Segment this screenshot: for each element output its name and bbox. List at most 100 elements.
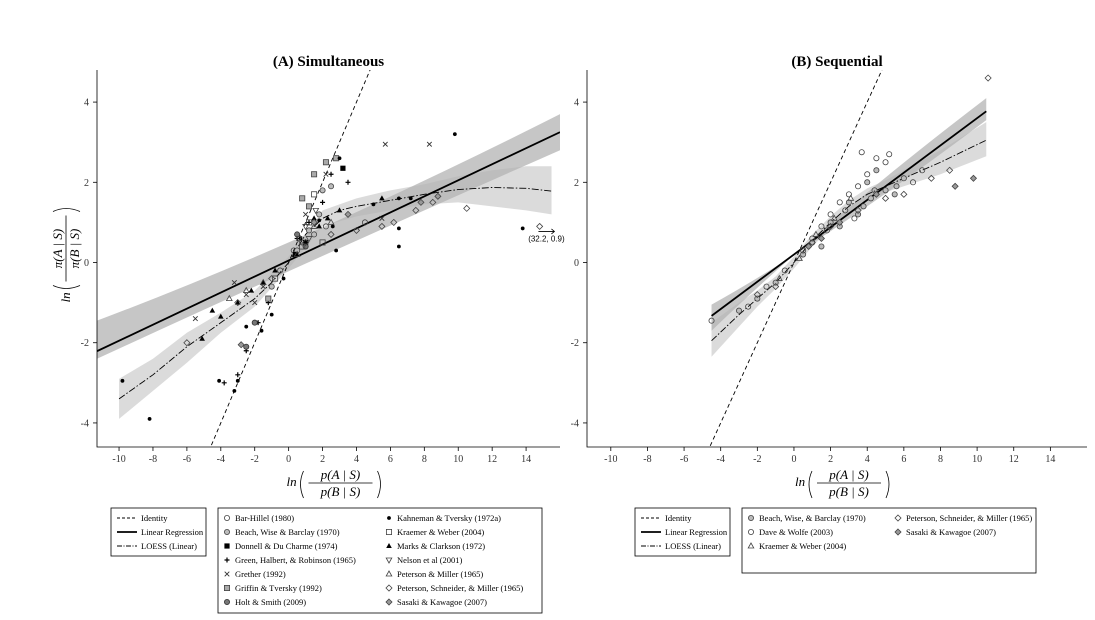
data-point	[320, 199, 326, 205]
data-point	[434, 192, 442, 200]
legend-series-label: Peterson, Schneider, & Miller (1965)	[906, 513, 1032, 523]
legend-series-label: Sasaki & Kawagoe (2007)	[906, 527, 996, 537]
plot-area	[97, 70, 560, 447]
x-axis-label-ln: ln	[795, 474, 805, 489]
data-point	[352, 226, 361, 234]
data-point	[322, 159, 329, 166]
data-point	[390, 218, 398, 226]
data-point	[224, 571, 230, 577]
data-point	[311, 171, 318, 178]
series-group	[708, 149, 926, 324]
data-point	[224, 543, 230, 549]
data-point	[312, 207, 320, 215]
x-tick-label: 12	[1009, 454, 1019, 465]
data-point	[302, 243, 309, 250]
data-point	[818, 223, 825, 230]
data-point	[277, 267, 284, 274]
data-point	[199, 335, 205, 341]
data-point	[429, 198, 437, 206]
data-point	[736, 307, 743, 314]
data-point	[900, 175, 907, 182]
x-tick-label: 0	[286, 454, 291, 465]
x-axis-label-num: p(A | S)	[828, 467, 868, 482]
data-point	[408, 196, 413, 201]
data-point	[827, 211, 834, 218]
data-point	[396, 244, 401, 249]
data-point	[344, 210, 352, 218]
x-tick-label: -6	[183, 454, 191, 465]
y-tick-label: 4	[84, 98, 89, 109]
data-point	[260, 279, 267, 285]
x-tick-label: 8	[422, 454, 427, 465]
paren-right	[377, 470, 381, 499]
data-point	[426, 141, 433, 147]
data-point	[452, 132, 457, 137]
data-point	[294, 231, 301, 238]
data-point	[886, 151, 893, 158]
data-point	[243, 343, 250, 350]
y-tick-label: -4	[571, 418, 579, 429]
legend-box	[741, 507, 1037, 574]
x-tick-label: 10	[453, 454, 463, 465]
data-point	[748, 515, 755, 522]
data-point	[385, 570, 393, 577]
data-point	[299, 195, 306, 202]
data-point	[223, 515, 230, 522]
data-point	[520, 226, 525, 231]
x-tick-label: 14	[521, 454, 531, 465]
x-tick-label: -2	[753, 454, 761, 465]
data-point	[232, 388, 237, 393]
data-point	[836, 218, 844, 226]
x-tick-label: 0	[791, 454, 796, 465]
series-group	[225, 218, 335, 302]
data-point	[927, 174, 935, 182]
x-tick-label: -2	[251, 454, 259, 465]
loess-confidence-band	[119, 166, 552, 419]
data-point	[223, 529, 230, 536]
series-group	[775, 194, 855, 281]
axis-lines	[96, 70, 560, 448]
legend-studies: Bar-Hillel (1980) Beach, Wise & Barclay (…	[217, 507, 543, 614]
y-tick-label: -4	[81, 418, 89, 429]
data-point	[327, 218, 335, 225]
data-point	[259, 278, 267, 285]
series-group	[120, 132, 525, 421]
data-point	[891, 191, 898, 198]
data-point	[319, 187, 326, 194]
data-point	[305, 236, 313, 243]
data-point	[463, 204, 471, 212]
data-point	[378, 222, 386, 230]
y-tick-label: 0	[574, 258, 579, 269]
data-point	[234, 299, 242, 307]
data-point	[319, 239, 326, 246]
data-point	[259, 328, 264, 333]
data-point	[235, 378, 240, 383]
data-point	[379, 195, 385, 201]
x-tick-label: 8	[938, 454, 943, 465]
y-axis-label-num: π(A | S)	[50, 229, 65, 268]
y-tick-label: 2	[84, 178, 89, 189]
x-tick-label: -8	[149, 454, 157, 465]
x-tick-label: 4	[354, 454, 359, 465]
x-tick-label: 14	[1045, 454, 1055, 465]
x-tick-label: 12	[487, 454, 497, 465]
y-tick-label: 4	[574, 98, 579, 109]
legend-line-label: LOESS (Linear)	[665, 541, 721, 551]
data-point	[328, 171, 334, 177]
legend-line-label: LOESS (Linear)	[141, 541, 197, 551]
regression-confidence-band	[97, 114, 560, 359]
data-point	[120, 378, 125, 383]
data-point	[268, 274, 276, 283]
data-point	[382, 141, 388, 147]
data-point	[345, 179, 351, 185]
data-point	[231, 279, 237, 286]
data-point	[800, 247, 807, 254]
series-group	[237, 192, 442, 349]
legend-series-label: Bar-Hillel (1980)	[235, 513, 294, 523]
legend-series-label: Peterson, Schneider, & Miller (1965)	[397, 583, 523, 593]
data-point	[330, 224, 335, 229]
data-point	[324, 215, 331, 221]
data-point	[183, 339, 191, 347]
data-point	[772, 283, 780, 291]
